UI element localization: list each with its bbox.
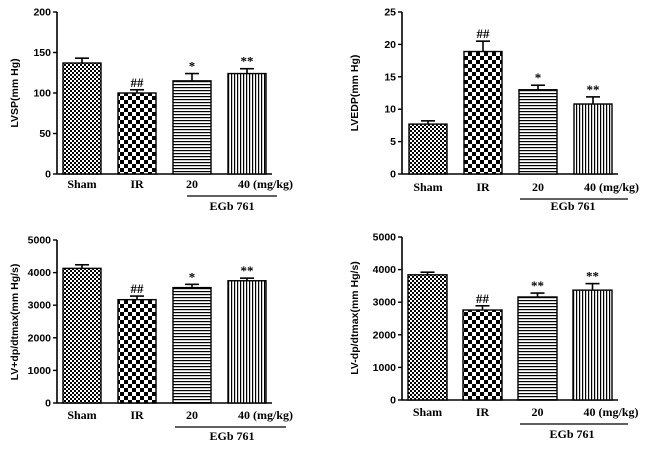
x-tick-label-IR: IR [130,408,144,422]
chart-panel-top-left: 0 50 100 150 200 LVSP(mm Hg) Sham ## IR * 20 ** 40 (… [9,7,293,214]
x-tick-label-Sham: Sham [67,177,96,191]
y-tick-label: 2000 [28,332,52,344]
bar-20 [172,286,212,404]
x-tick-label-Sham: Sham [413,405,442,419]
y-axis-label: LVSP(mm Hg) [9,58,21,127]
bar-40 [227,72,267,175]
y-tick-label: 20 [384,39,396,51]
y-tick-label: 4000 [28,267,52,279]
y-tick-label: 0 [45,169,51,181]
y-tick-label: 5000 [373,232,397,244]
significance-label-40: ** [241,263,254,278]
significance-label-IR: ## [131,281,145,296]
y-axis-label: LVEDP(mm Hg) [349,55,361,132]
significance-label-20: * [535,70,542,85]
x-tick-label-Sham: Sham [413,180,442,194]
chart-panel-bottom-left: 0 1000 2000 3000 4000 5000 LV+dp/dtmax(mm Hg/s… [9,235,293,444]
y-tick-label: 1000 [373,362,397,374]
bar-Sham [407,274,448,401]
y-tick-label: 1000 [28,365,52,377]
chart-panel-top-right: 0 5 10 15 20 25 LVEDP(mm Hg) Sham ## IR * 20 ** 40 (m… [349,7,639,214]
chart-panel-bottom-right: 0 1000 2000 3000 4000 5000 LV-dp/dtmax(mm Hg/s… [349,232,639,442]
x-tick-label-20: 20 [186,408,198,422]
group-label: EGb 761 [209,429,254,443]
y-axis-label: LV-dp/dtmax(mm Hg/s) [349,261,361,375]
x-tick-label-IR: IR [476,180,490,194]
x-tick-label-20: 20 [532,405,544,419]
bar-Sham [62,62,102,175]
x-tick-label-20: 20 [532,180,544,194]
bar-40 [573,103,613,175]
y-tick-label: 5 [390,136,396,148]
y-tick-label: 150 [33,47,51,59]
bar-20 [518,89,558,175]
x-tick-label-40: 40 (mg/kg) [238,177,293,191]
y-tick-label: 3000 [373,297,397,309]
significance-label-40: ** [587,82,600,97]
bar-40 [227,280,267,404]
x-tick-label-IR: IR [130,177,144,191]
significance-label-20: * [189,269,196,284]
group-label: EGb 761 [209,199,254,213]
y-tick-label: 50 [39,128,51,140]
y-tick-label: 100 [33,88,51,100]
y-tick-label: 200 [33,7,51,19]
significance-label-IR: ## [476,291,490,306]
bar-IR [117,298,157,404]
bar-IR [462,309,503,401]
significance-label-20: ** [531,278,544,293]
bar-20 [172,80,212,175]
y-tick-label: 4000 [373,264,397,276]
y-tick-label: 25 [384,7,396,19]
bar-40 [572,289,613,401]
y-tick-label: 2000 [373,329,397,341]
x-tick-label-40: 40 (mg/kg) [238,408,293,422]
x-tick-label-IR: IR [476,405,490,419]
y-tick-label: 0 [45,398,51,410]
x-tick-label-40: 40 (mg/kg) [584,180,639,194]
y-tick-label: 5000 [28,235,52,247]
significance-label-IR: ## [131,75,145,90]
y-tick-label: 0 [390,169,396,181]
y-tick-label: 10 [384,104,396,116]
x-tick-label-20: 20 [186,177,198,191]
significance-label-20: * [189,59,196,74]
y-tick-label: 3000 [28,300,52,312]
y-tick-label: 0 [390,395,396,407]
bar-20 [517,296,558,401]
group-label: EGb 761 [549,427,594,441]
significance-label-40: ** [241,54,254,69]
significance-label-40: ** [586,269,599,284]
x-tick-label-40: 40 (mg/kg) [584,405,639,419]
y-axis-label: LV+dp/dtmax(mm Hg/s) [9,264,21,381]
y-tick-label: 15 [384,71,396,83]
x-tick-label-Sham: Sham [67,408,96,422]
bar-Sham [408,123,448,175]
significance-label-IR: ## [477,26,491,41]
bar-IR [117,92,157,175]
group-label: EGb 761 [550,199,595,213]
bar-IR [463,50,503,175]
bar-Sham [62,267,102,404]
